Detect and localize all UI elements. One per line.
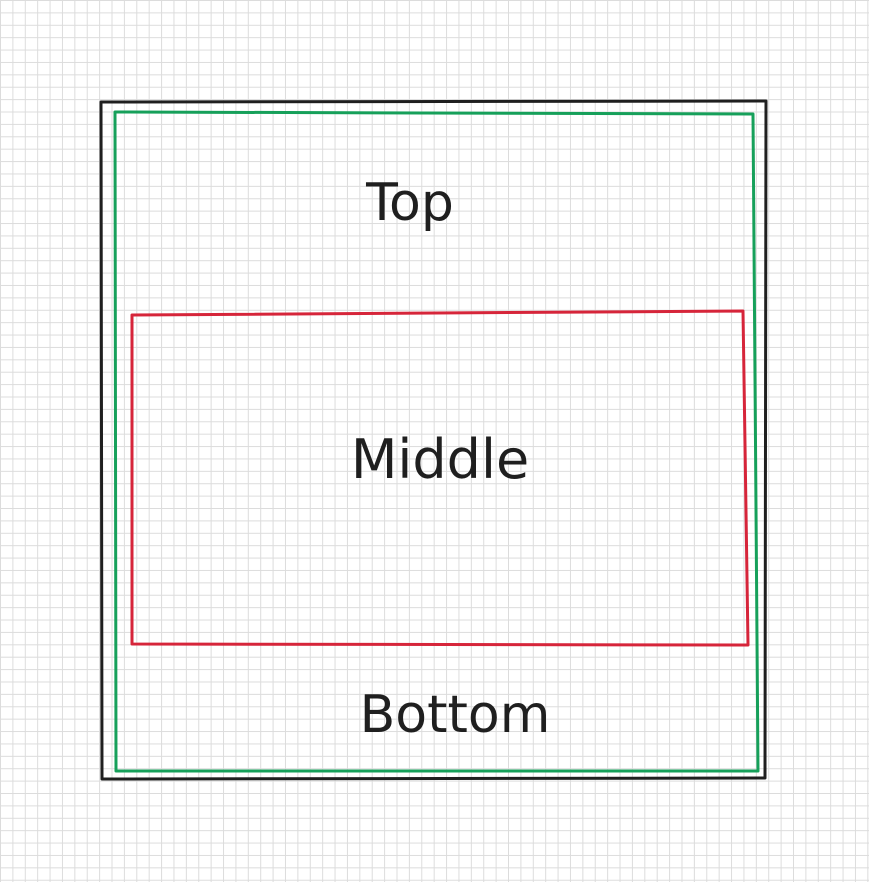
outer-box: [99, 99, 768, 781]
top-label: Top: [365, 173, 454, 233]
green-box: [113, 110, 760, 773]
middle-label: Middle: [351, 428, 529, 491]
bottom-label: Bottom: [360, 685, 551, 745]
red-box: [130, 309, 750, 647]
